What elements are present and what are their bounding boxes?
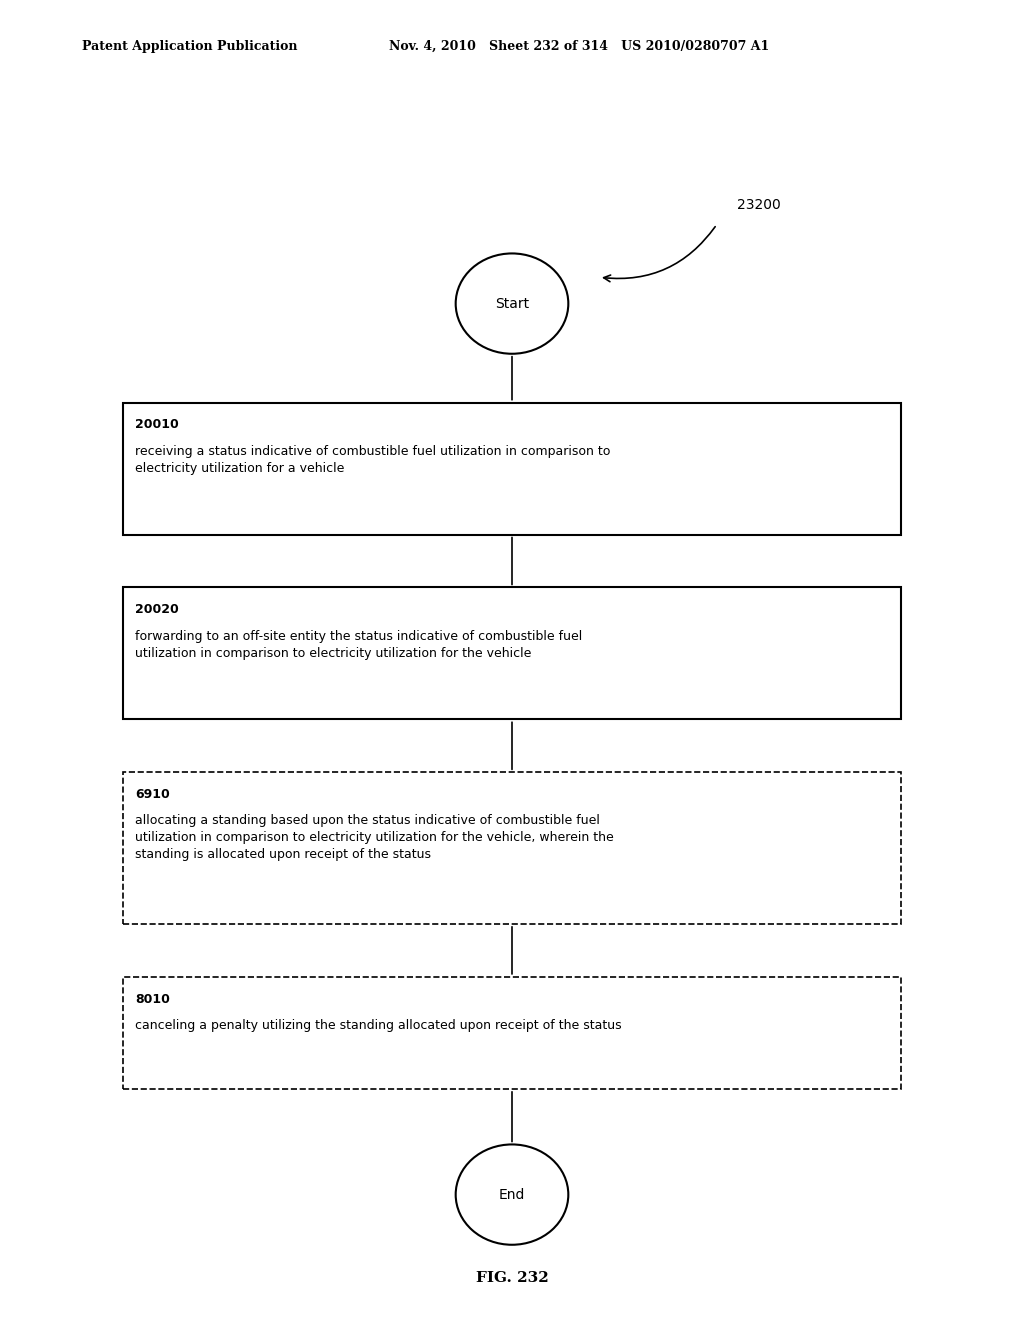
Text: FIG. 232: FIG. 232 (475, 1271, 549, 1284)
FancyBboxPatch shape (123, 977, 901, 1089)
Ellipse shape (456, 1144, 568, 1245)
Text: 8010: 8010 (135, 993, 170, 1006)
FancyBboxPatch shape (123, 403, 901, 535)
Text: 6910: 6910 (135, 788, 170, 801)
Text: 20020: 20020 (135, 603, 179, 616)
Text: canceling a penalty utilizing the standing allocated upon receipt of the status: canceling a penalty utilizing the standi… (135, 1019, 622, 1032)
Text: 23200: 23200 (737, 198, 781, 211)
FancyArrowPatch shape (604, 227, 715, 281)
Text: End: End (499, 1188, 525, 1201)
Text: Patent Application Publication: Patent Application Publication (82, 40, 297, 53)
Text: forwarding to an off-site entity the status indicative of combustible fuel
utili: forwarding to an off-site entity the sta… (135, 630, 583, 660)
Text: Nov. 4, 2010   Sheet 232 of 314   US 2010/0280707 A1: Nov. 4, 2010 Sheet 232 of 314 US 2010/02… (389, 40, 769, 53)
FancyBboxPatch shape (123, 772, 901, 924)
Ellipse shape (456, 253, 568, 354)
Text: receiving a status indicative of combustible fuel utilization in comparison to
e: receiving a status indicative of combust… (135, 445, 610, 475)
FancyBboxPatch shape (123, 587, 901, 719)
Text: allocating a standing based upon the status indicative of combustible fuel
utili: allocating a standing based upon the sta… (135, 814, 614, 862)
Text: 20010: 20010 (135, 418, 179, 432)
Text: Start: Start (495, 297, 529, 310)
